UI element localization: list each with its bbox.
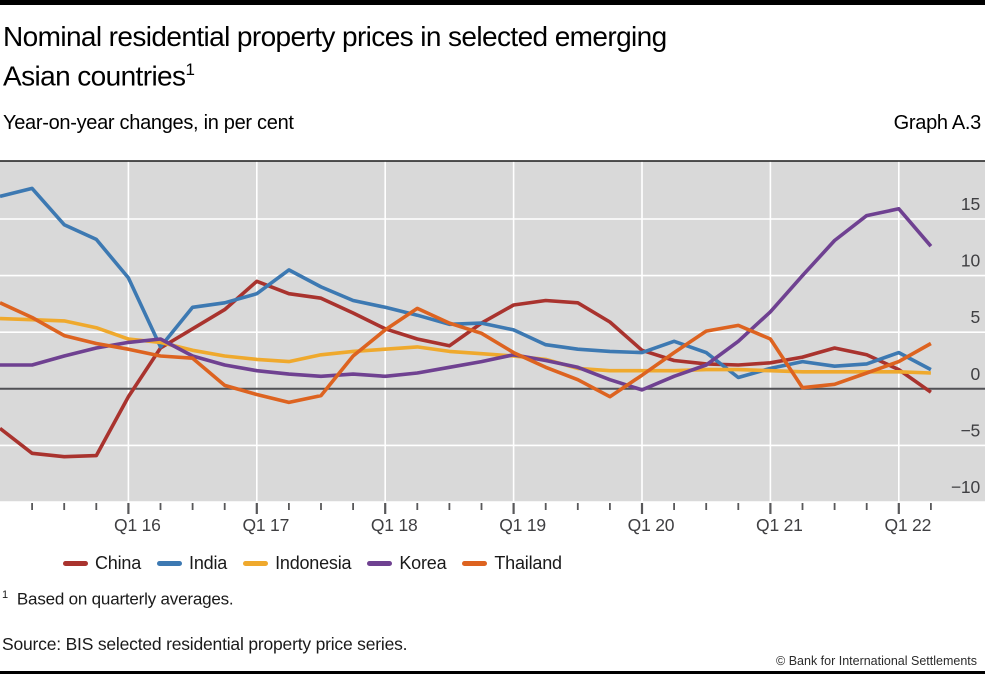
legend-label-indonesia: Indonesia xyxy=(275,553,352,573)
series-line-thailand xyxy=(0,301,932,405)
footnote: 1 Based on quarterly averages. xyxy=(2,589,234,610)
x-tick-label: Q1 21 xyxy=(756,515,803,535)
legend-item-indonesia: Indonesia xyxy=(243,553,352,574)
copyright-line: © Bank for International Settlements xyxy=(776,654,977,668)
title-line2: Asian countries xyxy=(3,60,186,92)
axis-units-label: Year-on-year changes, in per cent xyxy=(3,112,294,134)
thailand-line-swatch xyxy=(462,561,488,566)
indonesia-line-swatch xyxy=(243,561,269,566)
legend-label-china: China xyxy=(95,553,142,573)
title-footnote-marker: 1 xyxy=(185,60,195,79)
chart-canvas: Q1 16 Q1 17 Q1 18 Q1 19 Q1 20 Q1 21 Q1 22 15 10 5… xyxy=(0,160,985,535)
chart-legend: China India Indonesia Korea Thailand xyxy=(63,553,562,574)
x-tick-label: Q1 19 xyxy=(499,515,546,535)
legend-item-korea: Korea xyxy=(367,553,447,574)
y-tick-label: 0 xyxy=(970,364,980,384)
y-tick-label: −5 xyxy=(960,420,980,440)
bottom-rule xyxy=(0,671,985,674)
x-tick-label: Q1 22 xyxy=(884,515,931,535)
legend-label-korea: Korea xyxy=(399,553,447,573)
title-line1: Nominal residential property prices in s… xyxy=(3,21,667,52)
x-tick-label: Q1 16 xyxy=(114,515,161,535)
y-tick-label: 15 xyxy=(961,194,980,214)
china-line-swatch xyxy=(63,561,88,566)
korea-line-swatch xyxy=(367,561,393,566)
y-tick-label: −10 xyxy=(951,477,981,497)
subtitle-row: Year-on-year changes, in per cent Graph … xyxy=(3,112,981,135)
graph-number-label: Graph A.3 xyxy=(893,112,982,134)
series-line-indonesia xyxy=(0,316,931,375)
footnote-text: Based on quarterly averages. xyxy=(16,589,234,609)
legend-item-india: India xyxy=(157,553,227,574)
legend-label-thailand: Thailand xyxy=(494,553,562,573)
page-title: Nominal residential property prices in s… xyxy=(3,20,667,92)
x-tick-label: Q1 18 xyxy=(371,515,418,535)
top-rule xyxy=(0,0,985,5)
india-line-swatch xyxy=(157,561,183,566)
footnote-marker: 1 xyxy=(2,589,8,601)
x-tick-label: Q1 20 xyxy=(628,515,675,535)
y-tick-label: 10 xyxy=(961,251,981,271)
legend-label-india: India xyxy=(189,553,228,573)
source-line: Source: BIS selected residential propert… xyxy=(2,634,408,654)
series-line-korea xyxy=(0,207,933,392)
series-line-india xyxy=(0,186,932,380)
legend-item-china: China xyxy=(63,553,141,574)
x-tick-label: Q1 17 xyxy=(242,515,289,535)
legend-item-thailand: Thailand xyxy=(462,553,562,574)
y-tick-label: 5 xyxy=(970,307,980,327)
